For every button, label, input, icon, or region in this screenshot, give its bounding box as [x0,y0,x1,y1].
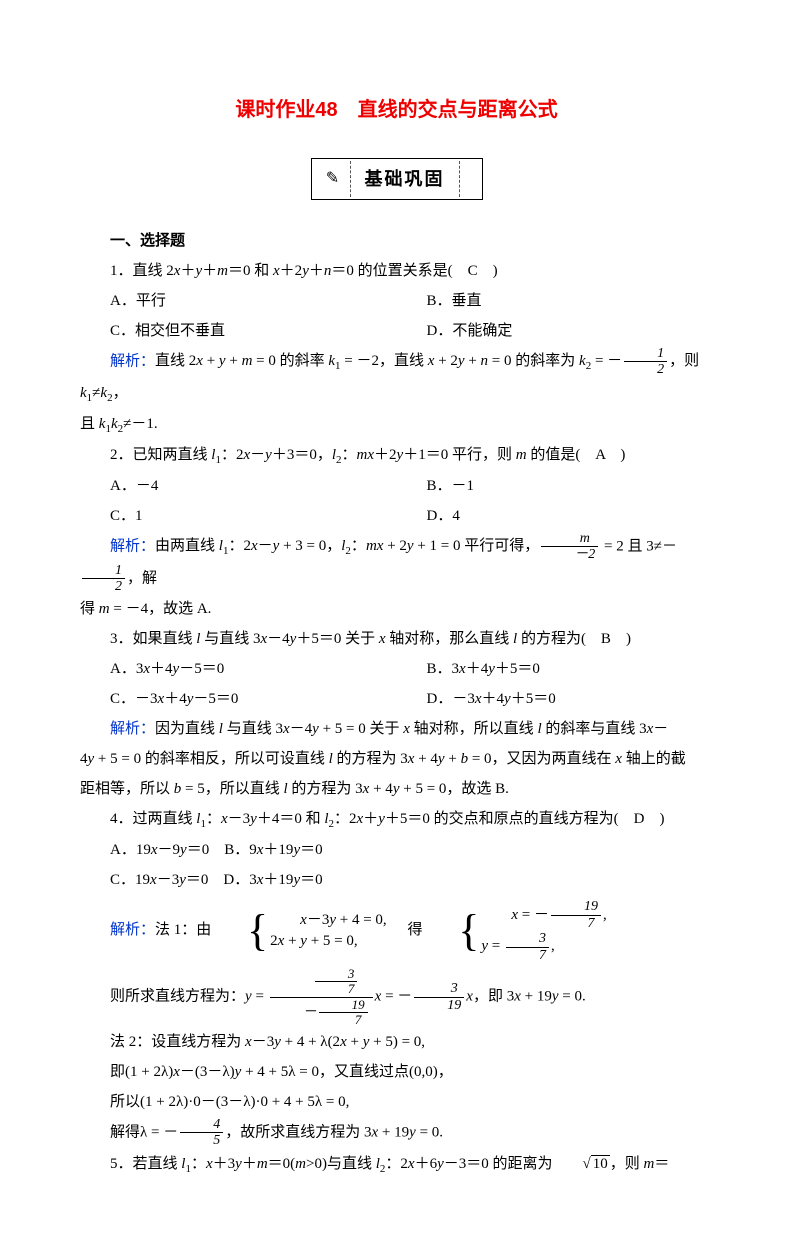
q3-options-2: C．－3x＋4y－5＝0 D．－3x＋4y＋5＝0 [80,684,713,714]
q1-options-2: C．相交但不垂直 D．不能确定 [80,316,713,346]
q3-optD: D．－3x＋4y＋5＝0 [397,684,714,714]
q1-optC: C．相交但不垂直 [80,316,397,346]
q1-explanation: 解析：直线 2x + y + m = 0 的斜率 k1 = －2，直线 x + … [80,346,713,409]
q4-method1: 解析：法 1：由 { x－3y + 4 = 0, 2x + y + 5 = 0,… [80,895,713,967]
q1-options: A．平行 B．垂直 [80,286,713,316]
page-title: 课时作业48 直线的交点与距离公式 [80,90,713,130]
q4-l2-mid: x = － [375,988,413,1004]
q2-explanation-2: 得 m = －4，故选 A. [80,594,713,624]
q3-stem: 3．如果直线 l 与直线 3x－4y＋5＝0 关于 x 轴对称，那么直线 l 的… [80,624,713,654]
q4-l2-pre: 则所求直线方程为：y = [110,988,268,1004]
q4-m2-l4-tail: ，故所求直线方程为 3x + 19y = 0. [225,1124,443,1140]
q4-method2-l3: 所以(1 + 2λ)·0－(3－λ)·0 + 4 + 5λ = 0, [80,1087,713,1117]
sqrt-icon: √10 [553,1149,610,1179]
fraction-half: 12 [82,563,125,595]
q2-optB: B．－1 [397,471,714,501]
q4-method2-l2: 即(1 + 2λ)x－(3－λ)y + 4 + 5λ = 0，又直线过点(0,0… [80,1057,713,1087]
banner-text: 基础巩固 [350,161,460,197]
q4-stem: 4．过两直线 l1：x－3y＋4＝0 和 l2：2x＋y＋5＝0 的交点和原点的… [80,804,713,835]
q2-exp-tail: ，解 [127,570,157,586]
analysis-label: 解析： [110,353,155,369]
sys2-line1: x = －197, [511,907,606,923]
q1-optD: D．不能确定 [397,316,714,346]
fraction-3-19: 319 [414,981,464,1013]
analysis-label: 解析： [110,538,155,554]
q3-exp-l2: 4y + 5 = 0 的斜率相反，所以可设直线 l 的方程为 3x + 4y +… [80,744,713,774]
q3-optA: A．3x＋4y－5＝0 [80,654,397,684]
q4-m1-mid: 得 [392,923,422,939]
q2-explanation: 解析：由两直线 l1：2x－y + 3 = 0，l2：mx + 2y + 1 =… [80,531,713,595]
q5-stem-pre: 5．若直线 l1：x＋3y＋m＝0(m>0)与直线 l2：2x＋6y－3＝0 的… [110,1156,553,1172]
q3-exp-l3: 距相等，所以 b = 5，所以直线 l 的方程为 3x + 4y + 5 = 0… [80,774,713,804]
q2-options-2: C．1 D．4 [80,501,713,531]
q3-optC: C．－3x＋4y－5＝0 [80,684,397,714]
q2-optC: C．1 [80,501,397,531]
q1-stem: 1．直线 2x＋y＋m＝0 和 x＋2y＋n＝0 的位置关系是( C ) [80,256,713,286]
q1-exp-text: 直线 2x + y + m = 0 的斜率 k1 = －2，直线 x + 2y … [155,353,622,369]
q3-optB: B．3x＋4y＋5＝0 [397,654,714,684]
q2-stem: 2．已知两直线 l1：2x－y＋3＝0，l2：mx＋2y＋1＝0 平行，则 m … [80,440,713,471]
q4-method1-line2: 则所求直线方程为：y = 37 －197 x = －319x，即 3x + 19… [80,967,713,1027]
q5-stem: 5．若直线 l1：x＋3y＋m＝0(m>0)与直线 l2：2x＋6y－3＝0 的… [80,1149,713,1180]
section-banner: ✎ 基础巩固 [80,158,713,200]
q2-exp-mid: = 2 且 3≠－ [600,538,677,554]
q2-optA: A．－4 [80,471,397,501]
fraction-half: 12 [624,346,667,378]
section-heading: 一、选择题 [80,226,713,256]
pencil-icon: ✎ [316,163,350,195]
q2-options: A．－4 B．－1 [80,471,713,501]
analysis-label: 解析： [110,923,155,939]
q4-method2-l1: 法 2：设直线方程为 x－3y + 4 + λ(2x + y + 5) = 0, [80,1027,713,1057]
q1-explanation-2: 且 k1k2≠－1. [80,409,713,440]
q4-optA: A．19x－9y＝0 [110,842,209,858]
q5-stem-tail: ，则 m＝ [610,1156,670,1172]
q3-exp1: 因为直线 l 与直线 3x－4y + 5 = 0 关于 x 轴对称，所以直线 l… [155,721,668,737]
sys1-line2: 2x + y + 5 = 0, [270,933,357,949]
analysis-label: 解析： [110,721,155,737]
fraction-m-neg2: m－2 [541,531,598,563]
equation-system-1: { x－3y + 4 = 0, 2x + y + 5 = 0, [217,909,387,953]
q1-optA: A．平行 [80,286,397,316]
equation-system-2: { x = －197, y = 37, [428,899,607,963]
q4-optB: B．9x＋19y＝0 [224,842,322,858]
q4-opts-row2: C．19x－3y＝0 D．3x＋19y＝0 [80,865,713,895]
big-fraction: 37 －197 [270,967,373,1027]
q1-optB: B．垂直 [397,286,714,316]
q4-m2-l4-pre: 解得λ = － [110,1124,178,1140]
q2-exp1: 由两直线 l1：2x－y + 3 = 0，l2：mx + 2y + 1 = 0 … [155,538,539,554]
sys1-line1: x－3y + 4 = 0, [300,912,387,928]
sys2-line2: y = 37, [481,938,554,954]
q3-options: A．3x＋4y－5＝0 B．3x＋4y＋5＝0 [80,654,713,684]
q4-optC: C．19x－3y＝0 [110,872,208,888]
q3-exp-l1: 解析：因为直线 l 与直线 3x－4y + 5 = 0 关于 x 轴对称，所以直… [80,714,713,744]
q2-optD: D．4 [397,501,714,531]
q4-opts-row1: A．19x－9y＝0 B．9x＋19y＝0 [80,835,713,865]
q4-l2-tail: x，即 3x + 19y = 0. [466,988,585,1004]
q4-optD: D．3x＋19y＝0 [223,872,322,888]
q4-m1-label: 法 1：由 [155,923,211,939]
